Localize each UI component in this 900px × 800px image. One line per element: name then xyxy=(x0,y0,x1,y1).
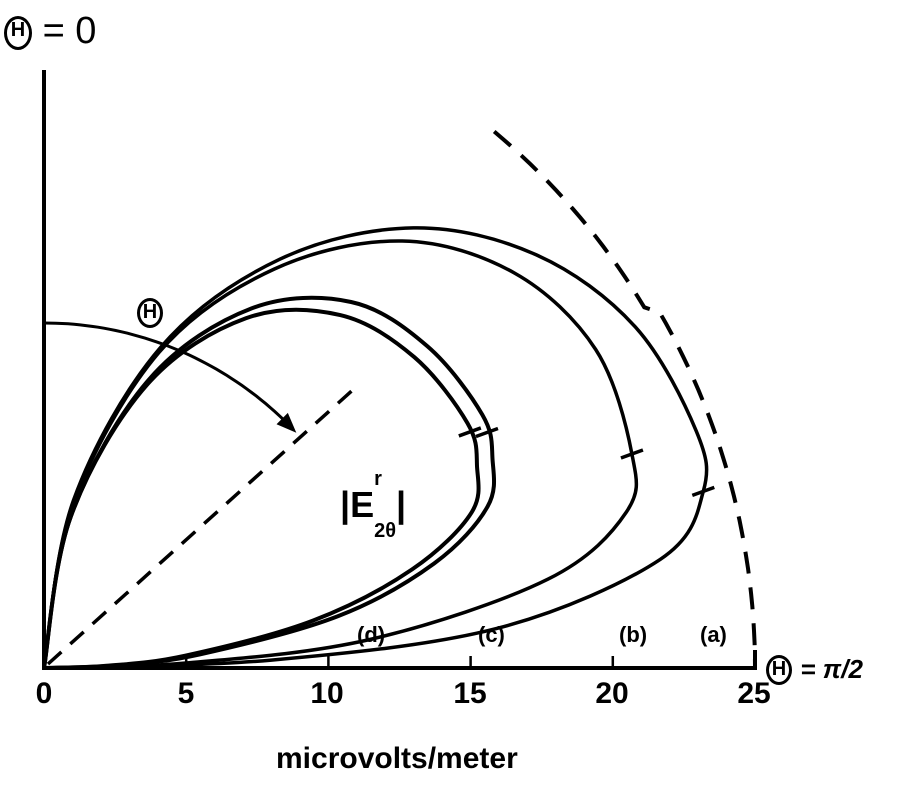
arrowhead-icon xyxy=(276,412,297,433)
curve-label-b: (b) xyxy=(619,622,648,647)
theta-zero-eq: = 0 xyxy=(42,10,97,52)
curve-b xyxy=(42,239,639,670)
theta-angle-arc xyxy=(43,321,285,421)
theta-zero-label: = 0 xyxy=(4,10,96,53)
x-tick-label-15: 15 xyxy=(453,677,487,710)
x-tick-label-20: 20 xyxy=(595,677,629,710)
curve-a xyxy=(42,226,709,670)
x-axis-title: microvolts/meter xyxy=(276,742,518,775)
theta-pi-half-eq: = π/2 xyxy=(800,654,863,684)
curve-c xyxy=(42,295,497,670)
theta-symbol-icon xyxy=(766,655,792,686)
x-tick-label-10: 10 xyxy=(310,677,344,710)
x-tick-label-5: 5 xyxy=(177,677,195,710)
angle-marker-label xyxy=(137,298,163,328)
field-curves xyxy=(42,226,715,670)
x-tick-label-25: 25 xyxy=(737,677,771,710)
curve-tick-mark xyxy=(620,448,644,460)
theta-symbol-icon xyxy=(4,15,32,50)
curve-label-c: (c) xyxy=(478,622,505,647)
curve-tick-mark xyxy=(458,426,482,438)
curve-tick-mark xyxy=(475,426,499,439)
reference-circle-dashed xyxy=(492,129,757,669)
theta-pi-half-label: = π/2 xyxy=(766,652,863,686)
theta-symbol-icon xyxy=(137,298,163,328)
curve-label-d: (d) xyxy=(357,622,386,647)
curve-tick-mark xyxy=(691,485,715,497)
quantity-label: |E r 2θ| xyxy=(340,468,407,543)
curve-label-a: (a) xyxy=(700,622,727,647)
angle-indicator-dashed-line xyxy=(46,386,356,666)
x-tick-label-0: 0 xyxy=(35,677,53,710)
curve-d xyxy=(42,307,481,670)
